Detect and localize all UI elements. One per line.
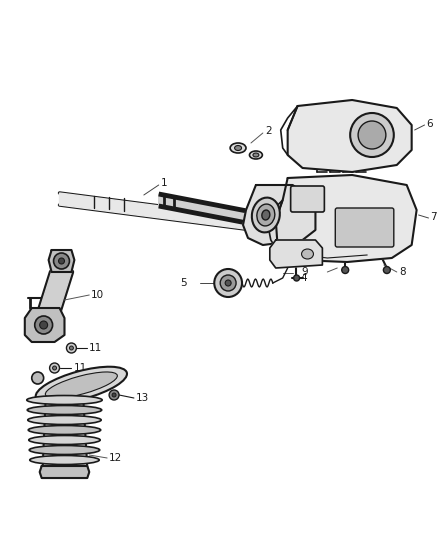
Ellipse shape <box>27 406 102 415</box>
Circle shape <box>350 113 394 157</box>
Ellipse shape <box>30 456 99 464</box>
Polygon shape <box>60 193 268 232</box>
Polygon shape <box>243 185 315 245</box>
Circle shape <box>59 258 64 264</box>
FancyBboxPatch shape <box>335 208 394 247</box>
Text: 6: 6 <box>427 119 433 129</box>
Ellipse shape <box>252 198 280 232</box>
Circle shape <box>220 275 236 291</box>
Text: 3: 3 <box>341 237 348 247</box>
Circle shape <box>70 346 74 350</box>
Circle shape <box>35 316 53 334</box>
Circle shape <box>293 275 300 281</box>
Circle shape <box>112 393 116 397</box>
Polygon shape <box>288 100 412 172</box>
Circle shape <box>53 366 57 370</box>
Polygon shape <box>270 240 322 268</box>
Ellipse shape <box>262 210 270 220</box>
Polygon shape <box>40 466 89 478</box>
Ellipse shape <box>27 395 102 405</box>
Circle shape <box>40 321 48 329</box>
Ellipse shape <box>230 143 246 153</box>
FancyBboxPatch shape <box>291 186 325 212</box>
Ellipse shape <box>46 372 117 398</box>
Polygon shape <box>159 194 268 227</box>
Ellipse shape <box>235 146 241 150</box>
Text: 11: 11 <box>74 363 87 373</box>
Circle shape <box>342 266 349 273</box>
Polygon shape <box>40 272 71 310</box>
Circle shape <box>214 269 242 297</box>
Ellipse shape <box>301 249 314 259</box>
Circle shape <box>225 280 231 286</box>
Ellipse shape <box>28 425 101 434</box>
Text: 2: 2 <box>265 126 272 136</box>
Text: 1: 1 <box>161 178 167 188</box>
Text: 8: 8 <box>399 267 406 277</box>
Ellipse shape <box>257 204 275 226</box>
Text: 13: 13 <box>136 393 149 403</box>
Text: 11: 11 <box>89 343 102 353</box>
Circle shape <box>383 266 390 273</box>
Circle shape <box>49 363 60 373</box>
Polygon shape <box>276 175 417 262</box>
Circle shape <box>53 253 70 269</box>
Polygon shape <box>25 308 64 342</box>
Circle shape <box>32 372 44 384</box>
Circle shape <box>67 343 76 353</box>
Ellipse shape <box>253 153 259 157</box>
Ellipse shape <box>28 416 101 424</box>
Text: 12: 12 <box>109 453 122 463</box>
Ellipse shape <box>250 151 262 159</box>
Text: 7: 7 <box>431 212 437 222</box>
Text: 9: 9 <box>301 267 307 277</box>
Text: 5: 5 <box>180 278 187 288</box>
Text: 10: 10 <box>91 290 104 300</box>
Text: 4: 4 <box>300 273 307 283</box>
Circle shape <box>109 390 119 400</box>
Circle shape <box>358 121 386 149</box>
Ellipse shape <box>35 367 127 403</box>
Ellipse shape <box>29 446 100 455</box>
Ellipse shape <box>29 435 100 445</box>
Polygon shape <box>49 250 74 272</box>
